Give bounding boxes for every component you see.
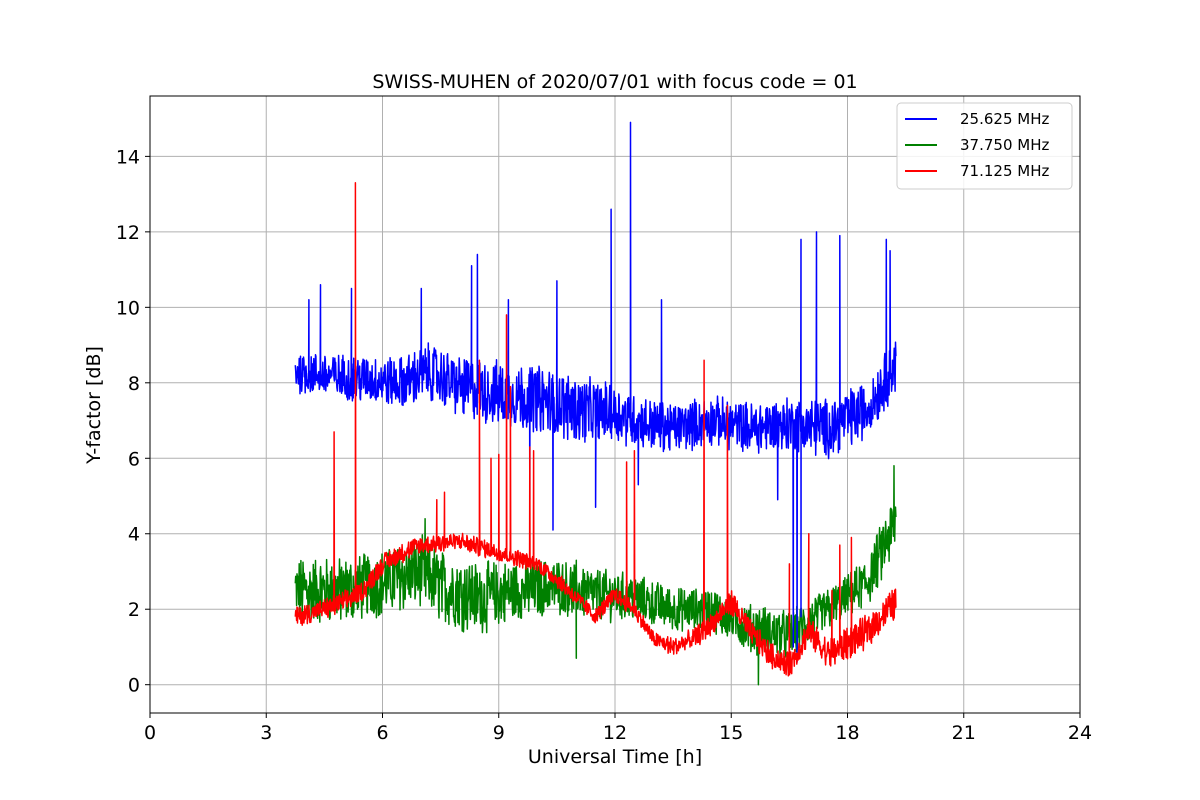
x-tick-label: 0 [144, 722, 156, 744]
legend-label-37-750: 37.750 MHz [960, 136, 1049, 154]
x-axis-ticks: 0 3 6 9 12 15 18 21 24 [144, 713, 1092, 744]
plot-series [294, 121, 897, 686]
x-tick-label: 24 [1068, 722, 1092, 744]
legend: 25.625 MHz 37.750 MHz 71.125 MHz [896, 102, 1073, 190]
y-tick-label: 2 [128, 599, 140, 621]
x-tick-label: 21 [952, 722, 976, 744]
series-line-71-125 [294, 182, 897, 677]
x-tick-label: 9 [493, 722, 505, 744]
series-line-37-750 [294, 465, 897, 686]
x-tick-label: 15 [719, 722, 743, 744]
legend-label-71-125: 71.125 MHz [960, 162, 1049, 180]
x-tick-label: 3 [260, 722, 272, 744]
x-axis-label: Universal Time [h] [528, 746, 702, 768]
x-tick-label: 12 [603, 722, 627, 744]
y-axis-ticks: 0 2 4 6 8 10 12 14 [116, 146, 150, 697]
y-axis-label: Y-factor [dB] [83, 346, 105, 465]
y-tick-label: 6 [128, 448, 140, 470]
y-tick-label: 14 [116, 146, 140, 168]
series-line-25-625 [294, 121, 897, 663]
x-tick-label: 18 [835, 722, 859, 744]
x-tick-label: 6 [376, 722, 388, 744]
legend-label-25-625: 25.625 MHz [960, 110, 1049, 128]
y-tick-label: 10 [116, 297, 140, 319]
legend-box [896, 102, 1073, 190]
chart-title: SWISS-MUHEN of 2020/07/01 with focus cod… [372, 71, 857, 93]
y-tick-label: 8 [128, 373, 140, 395]
y-tick-label: 0 [128, 675, 140, 697]
y-tick-label: 4 [128, 524, 140, 546]
y-tick-label: 12 [116, 222, 140, 244]
